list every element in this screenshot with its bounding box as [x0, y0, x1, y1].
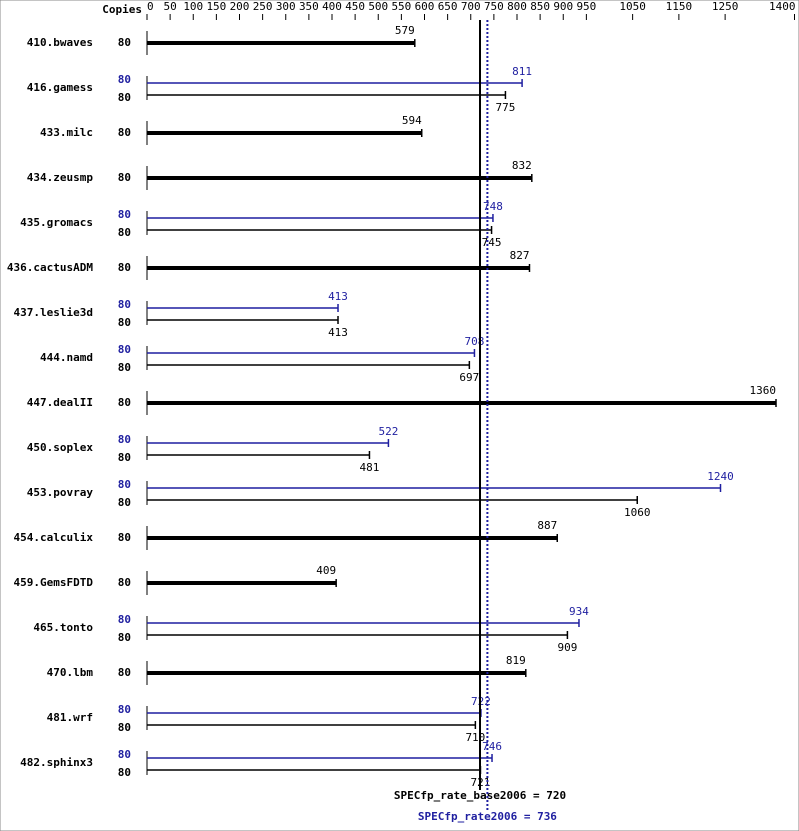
- benchmark-label: 482.sphinx3: [20, 756, 93, 769]
- x-tick-label: 250: [253, 0, 273, 13]
- peak-copies: 80: [118, 343, 131, 356]
- x-tick-label: 1400: [769, 0, 796, 13]
- value-label: 579: [395, 24, 415, 37]
- peak-value-label: 522: [378, 425, 398, 438]
- base-value-label: 775: [496, 101, 516, 114]
- benchmark-label: 433.milc: [40, 126, 93, 139]
- peak-copies: 80: [118, 208, 131, 221]
- benchmark-label: 481.wrf: [47, 711, 93, 724]
- x-tick-label: 0: [147, 0, 154, 13]
- x-tick-label: 100: [183, 0, 203, 13]
- value-label: 1360: [750, 384, 777, 397]
- base-copies: 80: [118, 721, 131, 734]
- x-tick-label: 800: [507, 0, 527, 13]
- x-tick-label: 450: [345, 0, 365, 13]
- base-value-label: 1060: [624, 506, 651, 519]
- value-label: 594: [402, 114, 422, 127]
- benchmark-label: 416.gamess: [27, 81, 93, 94]
- base-copies: 80: [118, 496, 131, 509]
- x-tick-label: 500: [368, 0, 388, 13]
- value-label: 887: [537, 519, 557, 532]
- peak-value-label: 413: [328, 290, 348, 303]
- peak-value-label: 934: [569, 605, 589, 618]
- base-value-label: 745: [482, 236, 502, 249]
- benchmark-label: 453.povray: [27, 486, 94, 499]
- base-copies: 80: [118, 576, 131, 589]
- base-copies: 80: [118, 766, 131, 779]
- base-copies: 80: [118, 451, 131, 464]
- x-tick-label: 400: [322, 0, 342, 13]
- x-tick-label: 50: [164, 0, 177, 13]
- value-label: 827: [510, 249, 530, 262]
- peak-copies: 80: [118, 703, 131, 716]
- peak-value-label: 1240: [707, 470, 734, 483]
- copies-header: Copies: [102, 3, 142, 16]
- base-value-label: 909: [557, 641, 577, 654]
- peak-copies: 80: [118, 433, 131, 446]
- benchmark-label: 444.namd: [40, 351, 93, 364]
- x-tick-label: 150: [206, 0, 226, 13]
- x-tick-label: 750: [484, 0, 504, 13]
- x-tick-label: 350: [299, 0, 319, 13]
- x-tick-label: 550: [391, 0, 411, 13]
- benchmark-label: 459.GemsFDTD: [14, 576, 94, 589]
- x-tick-label: 600: [415, 0, 435, 13]
- peak-copies: 80: [118, 748, 131, 761]
- benchmark-label: 450.soplex: [27, 441, 94, 454]
- base-copies: 80: [118, 171, 131, 184]
- base-copies: 80: [118, 91, 131, 104]
- base-copies: 80: [118, 126, 131, 139]
- benchmark-label: 437.leslie3d: [14, 306, 93, 319]
- value-label: 819: [506, 654, 526, 667]
- base-copies: 80: [118, 666, 131, 679]
- peak-value-label: 746: [482, 740, 502, 753]
- x-tick-label: 650: [438, 0, 458, 13]
- peak-value-label: 708: [465, 335, 485, 348]
- base-copies: 80: [118, 316, 131, 329]
- base-value-label: 413: [328, 326, 348, 339]
- value-label: 832: [512, 159, 532, 172]
- base-copies: 80: [118, 36, 131, 49]
- x-tick-label: 1250: [712, 0, 739, 13]
- benchmark-label: 454.calculix: [14, 531, 94, 544]
- peak-copies: 80: [118, 298, 131, 311]
- benchmark-label: 465.tonto: [33, 621, 93, 634]
- value-label: 409: [316, 564, 336, 577]
- x-tick-label: 950: [576, 0, 596, 13]
- peak-value-label: 748: [483, 200, 503, 213]
- x-tick-label: 200: [230, 0, 250, 13]
- x-tick-label: 900: [553, 0, 573, 13]
- peak-copies: 80: [118, 73, 131, 86]
- base-copies: 80: [118, 531, 131, 544]
- peak-copies: 80: [118, 478, 131, 491]
- base-copies: 80: [118, 226, 131, 239]
- reference-label: SPECfp_rate2006 = 736: [418, 810, 557, 823]
- base-value-label: 697: [459, 371, 479, 384]
- base-value-label: 481: [360, 461, 380, 474]
- benchmark-label: 410.bwaves: [27, 36, 93, 49]
- x-tick-label: 300: [276, 0, 296, 13]
- base-copies: 80: [118, 261, 131, 274]
- base-copies: 80: [118, 396, 131, 409]
- benchmark-label: 447.dealII: [27, 396, 93, 409]
- x-tick-label: 1050: [619, 0, 646, 13]
- x-tick-label: 1150: [666, 0, 693, 13]
- benchmark-label: 434.zeusmp: [27, 171, 94, 184]
- x-tick-label: 850: [530, 0, 550, 13]
- benchmark-label: 436.cactusADM: [7, 261, 93, 274]
- x-tick-label: 700: [461, 0, 481, 13]
- benchmark-label: 470.lbm: [47, 666, 94, 679]
- peak-copies: 80: [118, 613, 131, 626]
- base-copies: 80: [118, 631, 131, 644]
- reference-label: SPECfp_rate_base2006 = 720: [394, 789, 566, 802]
- base-copies: 80: [118, 361, 131, 374]
- peak-value-label: 811: [512, 65, 532, 78]
- benchmark-label: 435.gromacs: [20, 216, 93, 229]
